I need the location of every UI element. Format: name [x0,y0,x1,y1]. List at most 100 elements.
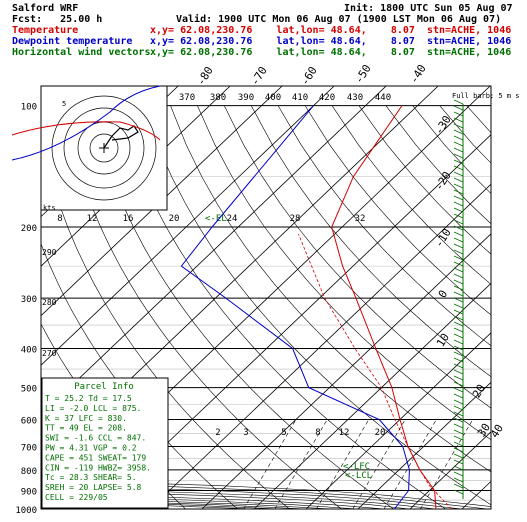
wind-barb [453,399,464,405]
wind-barb [453,297,464,303]
hodograph-ring [63,107,145,189]
isotherm-label: 10 [434,331,452,349]
wind-barb [453,141,464,147]
temperature-row-label: 28 [290,214,301,224]
height-label: 270 [42,349,57,358]
wind-barb [453,231,464,237]
height-label: 280 [42,298,57,307]
isotherm-line [97,134,491,509]
dry-adiabat-line [41,132,290,509]
wind-barb [453,309,464,315]
isotherm-label: 20 [470,382,488,400]
pressure-tick-label: 300 [21,295,37,305]
parcel-row: K = 37 LFC = 830. [45,414,127,423]
wind-barb [453,201,464,207]
wind-barb [453,327,464,333]
dry-adiabat-line [358,105,491,255]
theta-label: 380 [210,93,226,103]
isotherm-label: -70 [248,64,270,88]
wind-barb [453,243,464,249]
temp-info: x,y= 62.08,230.76 lat,lon= 48.64, 8.07 s… [150,25,512,36]
dry-adiabat-line [62,105,342,509]
hodograph-trace [103,125,139,149]
wind-barb [453,369,464,375]
temperature-row-label: 16 [123,214,134,224]
wind-barb [453,249,464,255]
isotherm-label: -60 [298,64,320,88]
wind-barb [453,135,464,141]
theta-label: 370 [179,93,195,103]
wind-barb [453,351,464,357]
height-label: 290 [42,248,57,257]
isotherm-line [201,233,491,509]
hodograph-temp-curve [11,121,161,141]
parcel-row: Tc = 28.3 SHEAR= 5. [45,473,137,482]
wind-barb [453,213,464,219]
isotherm-line [253,282,491,509]
dry-adiabat-line [116,105,446,509]
pressure-tick-label: 400 [21,345,37,355]
wind-barb [453,195,464,201]
isotherm-line [41,86,387,416]
wind-barb [453,465,464,471]
hodograph-ring [89,133,119,163]
wind-barb [453,177,464,183]
wind-info: x,y= 62.08,230.76 lat,lon= 48.64, 8.07 s… [150,47,512,58]
dry-adiabat-line [466,105,491,134]
hodograph-ring [51,95,157,201]
wind-barb [453,159,464,165]
theta-label: 400 [265,93,281,103]
mixing-ratio-line [243,419,297,509]
parcel-row: LI = -2.0 LCL = 875. [45,404,141,413]
temperature-row-label: 24 [227,214,238,224]
mixing-ratio-line [274,419,328,509]
pressure-tick-label: 1000 [15,506,37,516]
wind-barb [453,285,464,291]
isotherm-line [357,381,491,509]
wind-barb [453,471,464,477]
parcel-title: Parcel Info [74,382,134,392]
wind-barb [453,105,464,111]
wind-barb [453,447,464,453]
wind-barb [453,183,464,189]
mixing-ratio-label: 2 [215,428,220,438]
isotherm-line [41,86,335,366]
parcel-row: SREH = 20 LAPSE= 5.8 [45,483,142,492]
parcel-row: CELL = 229/05 [45,493,108,502]
theta-label: 430 [347,93,363,103]
mixing-ratio-line [383,419,437,509]
fullbarb-label: Full barb: 5 m s [452,92,519,100]
wind-barb [453,381,464,387]
forecast-hour: Fcst: 25.00 h [12,14,103,25]
wind-barb [453,99,464,105]
wind-barb [453,225,464,231]
el-label: <-EL [205,214,227,224]
mixing-ratio-label: 12 [339,428,350,438]
wind-barb [453,189,464,195]
isotherm-line [409,431,491,509]
init-time: Init: 1800 UTC Sun 05 Aug 07 [344,3,513,14]
wind-barb [453,255,464,261]
mixing-ratio-label: 20 [375,428,386,438]
model-name: Salford WRF [12,3,79,14]
dry-adiabat-line [331,105,491,285]
isotherm-label: -10 [432,226,454,250]
pressure-tick-label: 800 [21,467,37,477]
wind-barb [453,279,464,285]
wind-barb [453,417,464,423]
valid-time: Valid: 1900 UTC Mon 06 Aug 07 (1900 LST … [176,14,502,25]
wind-barb [453,429,464,435]
wind-label: Horizontal wind vectors [12,47,151,58]
isotherm-line [149,183,491,509]
dry-adiabat-line [277,105,491,347]
plot-frame [40,85,492,510]
temperature-profile [331,105,437,509]
wind-barb [453,303,464,309]
dry-adiabat-line [520,106,527,509]
isotherm-label: -80 [194,64,216,88]
wind-barb [453,363,464,369]
wind-barb [453,321,464,327]
wind-barb [453,129,464,135]
pressure-tick-label: 700 [21,444,37,454]
isotherm-label: 30 [475,421,493,439]
